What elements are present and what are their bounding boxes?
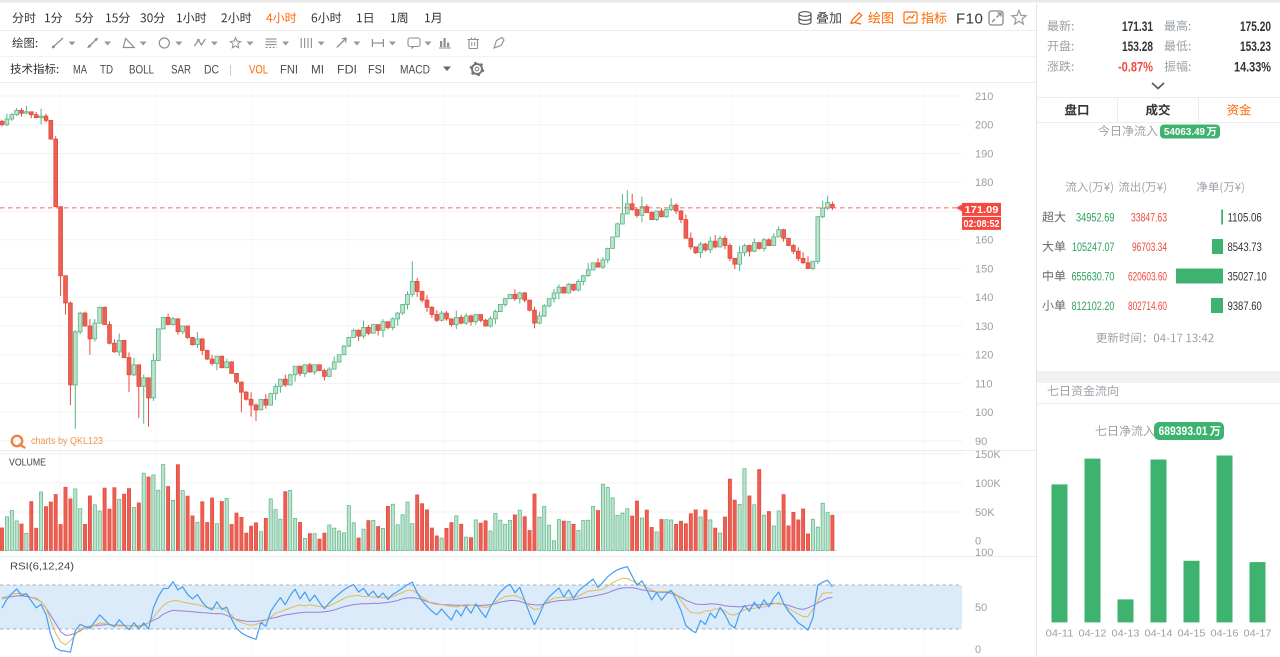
svg-text:100: 100: [975, 547, 993, 559]
svg-text:MI: MI: [311, 62, 324, 76]
svg-text:FSI: FSI: [368, 62, 385, 76]
svg-text:150: 150: [975, 263, 993, 275]
svg-text:210: 210: [975, 91, 993, 103]
svg-text:153.23: 153.23: [1240, 39, 1271, 54]
svg-text:1105.06: 1105.06: [1228, 210, 1263, 224]
svg-text:150K: 150K: [975, 449, 1001, 461]
svg-text:F10: F10: [956, 10, 983, 27]
svg-text:04-12: 04-12: [1079, 628, 1107, 640]
svg-text:171.09: 171.09: [965, 205, 999, 216]
svg-text:RSI(6,12,24): RSI(6,12,24): [10, 561, 74, 573]
svg-text:8543.73: 8543.73: [1228, 240, 1263, 254]
svg-text:-0.87%: -0.87%: [1118, 59, 1153, 74]
svg-text:96703.34: 96703.34: [1132, 240, 1167, 254]
svg-text:33847.63: 33847.63: [1131, 210, 1167, 224]
svg-text:0: 0: [975, 535, 981, 547]
svg-text:02:08:52: 02:08:52: [964, 219, 1000, 230]
svg-text:04-15: 04-15: [1178, 628, 1206, 640]
svg-text:200: 200: [975, 120, 993, 132]
svg-text:90: 90: [975, 436, 987, 448]
svg-text:VOL: VOL: [249, 62, 268, 76]
svg-text:812102.20: 812102.20: [1072, 299, 1115, 313]
svg-text:14.33%: 14.33%: [1234, 59, 1271, 74]
svg-text:04-13: 04-13: [1112, 628, 1140, 640]
svg-text:100: 100: [975, 407, 993, 419]
svg-text:50K: 50K: [975, 507, 995, 519]
svg-text:|: |: [229, 62, 232, 76]
svg-text:130: 130: [975, 321, 993, 333]
svg-text:180: 180: [975, 177, 993, 189]
svg-text:04-16: 04-16: [1211, 628, 1239, 640]
svg-text:175.20: 175.20: [1240, 19, 1271, 34]
svg-text:9387.60: 9387.60: [1228, 299, 1263, 313]
svg-text:BOLL: BOLL: [129, 62, 154, 76]
svg-text:802714.60: 802714.60: [1128, 299, 1167, 313]
svg-text:0: 0: [975, 644, 981, 656]
svg-text:140: 140: [975, 292, 993, 304]
svg-text:FDI: FDI: [337, 62, 357, 76]
svg-text:100K: 100K: [975, 478, 1001, 490]
svg-text:04-17: 04-17: [1244, 628, 1272, 640]
svg-text:MACD: MACD: [400, 62, 430, 76]
svg-text:153.28: 153.28: [1122, 39, 1153, 54]
svg-text:MA: MA: [73, 62, 87, 76]
svg-text:50: 50: [975, 602, 987, 614]
svg-text:VOLUME: VOLUME: [9, 457, 46, 469]
svg-text:110: 110: [975, 378, 993, 390]
svg-text:SAR: SAR: [171, 62, 191, 76]
svg-text:35027.10: 35027.10: [1228, 269, 1267, 283]
svg-text:34952.69: 34952.69: [1076, 210, 1115, 224]
svg-text:04-14: 04-14: [1145, 628, 1173, 640]
svg-text:160: 160: [975, 235, 993, 247]
svg-text:190: 190: [975, 148, 993, 160]
svg-text:655630.70: 655630.70: [1072, 269, 1115, 283]
svg-text:FNI: FNI: [280, 62, 298, 76]
svg-text:54063.49: 54063.49: [1164, 126, 1205, 138]
svg-text:620603.60: 620603.60: [1128, 269, 1167, 283]
svg-text:charts by QKL123: charts by QKL123: [31, 436, 103, 447]
svg-text:171.31: 171.31: [1122, 19, 1153, 34]
svg-text:120: 120: [975, 350, 993, 362]
svg-text:105247.07: 105247.07: [1072, 240, 1115, 254]
svg-text:04-11: 04-11: [1046, 628, 1074, 640]
svg-text:TD: TD: [100, 62, 113, 76]
svg-text:DC: DC: [204, 62, 219, 76]
svg-text:689393.01: 689393.01: [1159, 426, 1209, 438]
